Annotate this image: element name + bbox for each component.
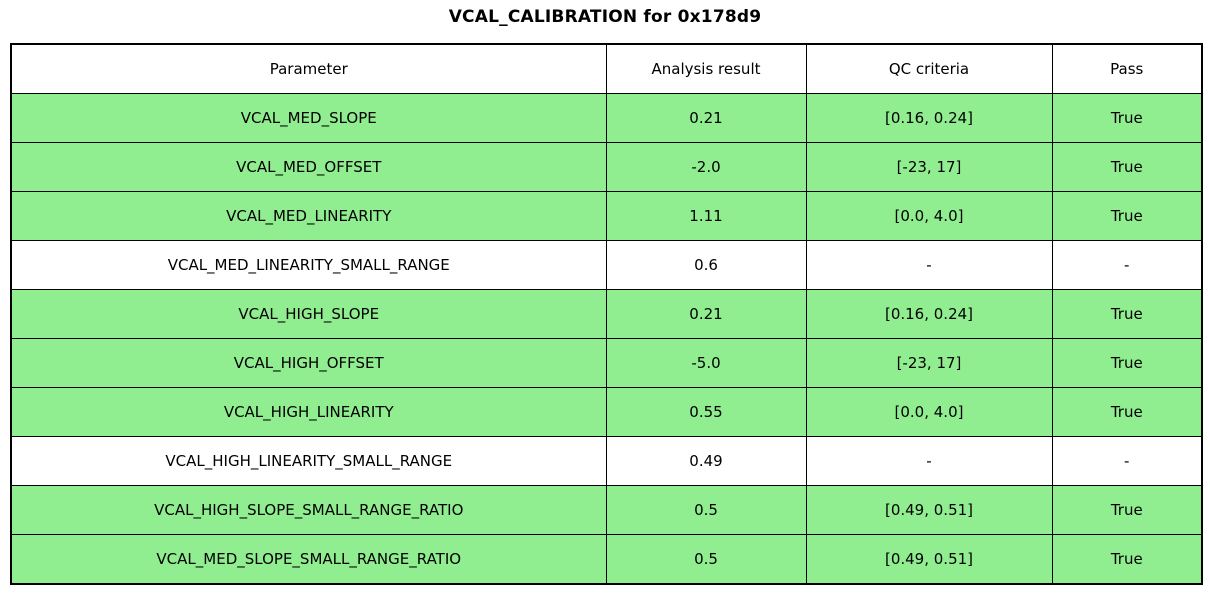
cell-qc-criteria: [0.0, 4.0] bbox=[805, 191, 1053, 241]
cell-parameter: VCAL_MED_SLOPE bbox=[10, 93, 607, 143]
cell-qc-criteria: [0.0, 4.0] bbox=[805, 387, 1053, 437]
cell-pass: True bbox=[1051, 289, 1203, 339]
cell-parameter: VCAL_MED_SLOPE_SMALL_RANGE_RATIO bbox=[10, 534, 607, 585]
table-body: VCAL_MED_SLOPE 0.21 [0.16, 0.24] True VCAL_M… bbox=[10, 93, 1203, 585]
cell-pass: True bbox=[1051, 142, 1203, 192]
table-row: VCAL_HIGH_SLOPE 0.21 [0.16, 0.24] True bbox=[10, 289, 1203, 339]
cell-analysis-result: 0.21 bbox=[605, 93, 807, 143]
cell-pass: - bbox=[1051, 436, 1203, 486]
table-row: VCAL_HIGH_LINEARITY_SMALL_RANGE 0.49- - bbox=[10, 436, 1203, 486]
cell-analysis-result: 0.21 bbox=[605, 289, 807, 339]
cell-qc-criteria: [0.16, 0.24] bbox=[805, 93, 1053, 143]
cell-parameter: VCAL_HIGH_LINEARITY bbox=[10, 387, 607, 437]
cell-pass: True bbox=[1051, 534, 1203, 585]
table-row: VCAL_MED_LINEARITY 1.11 [0.0, 4.0] True bbox=[10, 191, 1203, 241]
cell-analysis-result: 0.49 bbox=[605, 436, 807, 486]
cell-analysis-result: -5.0 bbox=[605, 338, 807, 388]
cell-parameter: VCAL_HIGH_SLOPE bbox=[10, 289, 607, 339]
col-header-qc-criteria: QC criteria bbox=[805, 43, 1053, 94]
cell-qc-criteria: - bbox=[805, 436, 1053, 486]
table-row: VCAL_HIGH_OFFSET -5.0 [-23, 17] True bbox=[10, 338, 1203, 388]
cell-analysis-result: -2.0 bbox=[605, 142, 807, 192]
table-row: VCAL_MED_SLOPE 0.21 [0.16, 0.24] True bbox=[10, 93, 1203, 143]
cell-pass: - bbox=[1051, 240, 1203, 290]
table-row: VCAL_HIGH_LINEARITY 0.55 [0.0, 4.0] True bbox=[10, 387, 1203, 437]
cell-qc-criteria: - bbox=[805, 240, 1053, 290]
cell-analysis-result: 0.5 bbox=[605, 485, 807, 535]
table-row: VCAL_MED_OFFSET -2.0 [-23, 17] True bbox=[10, 142, 1203, 192]
cell-parameter: VCAL_MED_LINEARITY_SMALL_RANGE bbox=[10, 240, 607, 290]
cell-qc-criteria: [0.16, 0.24] bbox=[805, 289, 1053, 339]
cell-qc-criteria: [-23, 17] bbox=[805, 142, 1053, 192]
cell-parameter: VCAL_HIGH_SLOPE_SMALL_RANGE_RATIO bbox=[10, 485, 607, 535]
cell-analysis-result: 0.55 bbox=[605, 387, 807, 437]
cell-analysis-result: 0.6 bbox=[605, 240, 807, 290]
cell-qc-criteria: [-23, 17] bbox=[805, 338, 1053, 388]
cell-analysis-result: 1.11 bbox=[605, 191, 807, 241]
cell-parameter: VCAL_HIGH_LINEARITY_SMALL_RANGE bbox=[10, 436, 607, 486]
col-header-parameter: Parameter bbox=[10, 43, 607, 94]
qc-table: Parameter Analysis result QC criteria Pa… bbox=[10, 43, 1203, 585]
header-row: Parameter Analysis result QC criteria Pa… bbox=[10, 43, 1203, 94]
cell-qc-criteria: [0.49, 0.51] bbox=[805, 485, 1053, 535]
cell-pass: True bbox=[1051, 338, 1203, 388]
table-row: VCAL_HIGH_SLOPE_SMALL_RANGE_RATIO 0.5 [0.4… bbox=[10, 485, 1203, 535]
cell-parameter: VCAL_MED_OFFSET bbox=[10, 142, 607, 192]
cell-qc-criteria: [0.49, 0.51] bbox=[805, 534, 1053, 585]
cell-pass: True bbox=[1051, 191, 1203, 241]
cell-pass: True bbox=[1051, 485, 1203, 535]
figure-title: VCAL_CALIBRATION for 0x178d9 bbox=[448, 7, 762, 27]
col-header-analysis-result: Analysis result bbox=[605, 43, 807, 94]
col-header-pass: Pass bbox=[1051, 43, 1203, 94]
cell-pass: True bbox=[1051, 387, 1203, 437]
cell-pass: True bbox=[1051, 93, 1203, 143]
table-row: VCAL_MED_SLOPE_SMALL_RANGE_RATIO 0.5 [0.49… bbox=[10, 534, 1203, 585]
cell-analysis-result: 0.5 bbox=[605, 534, 807, 585]
cell-parameter: VCAL_MED_LINEARITY bbox=[10, 191, 607, 241]
table-row: VCAL_MED_LINEARITY_SMALL_RANGE 0.6- - bbox=[10, 240, 1203, 290]
cell-parameter: VCAL_HIGH_OFFSET bbox=[10, 338, 607, 388]
